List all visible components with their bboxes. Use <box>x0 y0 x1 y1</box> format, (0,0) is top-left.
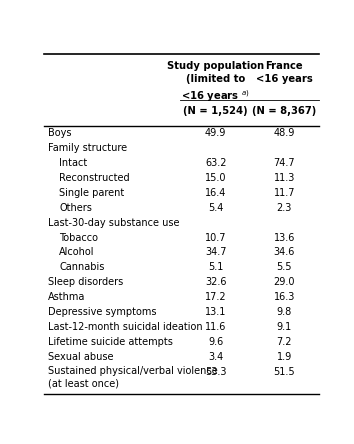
Text: Others: Others <box>59 203 92 213</box>
Text: 74.7: 74.7 <box>274 158 295 168</box>
Text: 9.8: 9.8 <box>277 307 292 317</box>
Text: 29.0: 29.0 <box>274 278 295 287</box>
Text: 48.9: 48.9 <box>274 128 295 138</box>
Text: Reconstructed: Reconstructed <box>59 173 130 183</box>
Text: Asthma: Asthma <box>48 292 86 302</box>
Text: 7.2: 7.2 <box>276 337 292 347</box>
Text: 15.0: 15.0 <box>205 173 227 183</box>
Text: 5.1: 5.1 <box>208 262 223 273</box>
Text: 11.6: 11.6 <box>205 322 227 332</box>
Text: 13.6: 13.6 <box>274 233 295 242</box>
Text: 10.7: 10.7 <box>205 233 227 242</box>
Text: 5.5: 5.5 <box>276 262 292 273</box>
Text: Last-30-day substance use: Last-30-day substance use <box>48 218 180 228</box>
Text: <16 years: <16 years <box>256 75 313 84</box>
Text: 32.6: 32.6 <box>205 278 227 287</box>
Text: France: France <box>266 61 303 71</box>
Text: (N = 8,367): (N = 8,367) <box>252 106 316 115</box>
Text: 16.3: 16.3 <box>274 292 295 302</box>
Text: 53.3: 53.3 <box>205 367 227 377</box>
Text: (N = 1,524): (N = 1,524) <box>183 106 248 115</box>
Text: 11.3: 11.3 <box>274 173 295 183</box>
Text: Family structure: Family structure <box>48 143 127 153</box>
Text: Last-12-month suicidal ideation: Last-12-month suicidal ideation <box>48 322 203 332</box>
Text: Sexual abuse: Sexual abuse <box>48 352 114 362</box>
Text: Tobacco: Tobacco <box>59 233 98 242</box>
Text: 49.9: 49.9 <box>205 128 227 138</box>
Text: Study population: Study population <box>167 61 264 71</box>
Text: Lifetime suicide attempts: Lifetime suicide attempts <box>48 337 173 347</box>
Text: 63.2: 63.2 <box>205 158 227 168</box>
Text: Depressive symptoms: Depressive symptoms <box>48 307 157 317</box>
Text: 13.1: 13.1 <box>205 307 227 317</box>
Text: 1.9: 1.9 <box>277 352 292 362</box>
Text: 9.1: 9.1 <box>277 322 292 332</box>
Text: 16.4: 16.4 <box>205 188 227 198</box>
Text: 51.5: 51.5 <box>274 367 295 377</box>
Text: 11.7: 11.7 <box>274 188 295 198</box>
Text: 34.7: 34.7 <box>205 247 227 258</box>
Text: (limited to
<16 years $^{a)}$: (limited to <16 years $^{a)}$ <box>181 75 250 104</box>
Text: 34.6: 34.6 <box>274 247 295 258</box>
Text: 9.6: 9.6 <box>208 337 223 347</box>
Text: Cannabis: Cannabis <box>59 262 105 273</box>
Text: Intact: Intact <box>59 158 87 168</box>
Text: Boys: Boys <box>48 128 72 138</box>
Text: Single parent: Single parent <box>59 188 125 198</box>
Text: Sustained physical/verbal violence
(at least once): Sustained physical/verbal violence (at l… <box>48 366 218 388</box>
Text: 17.2: 17.2 <box>205 292 227 302</box>
Text: Alcohol: Alcohol <box>59 247 95 258</box>
Text: 5.4: 5.4 <box>208 203 223 213</box>
Text: 3.4: 3.4 <box>208 352 223 362</box>
Text: Sleep disorders: Sleep disorders <box>48 278 124 287</box>
Text: 2.3: 2.3 <box>276 203 292 213</box>
